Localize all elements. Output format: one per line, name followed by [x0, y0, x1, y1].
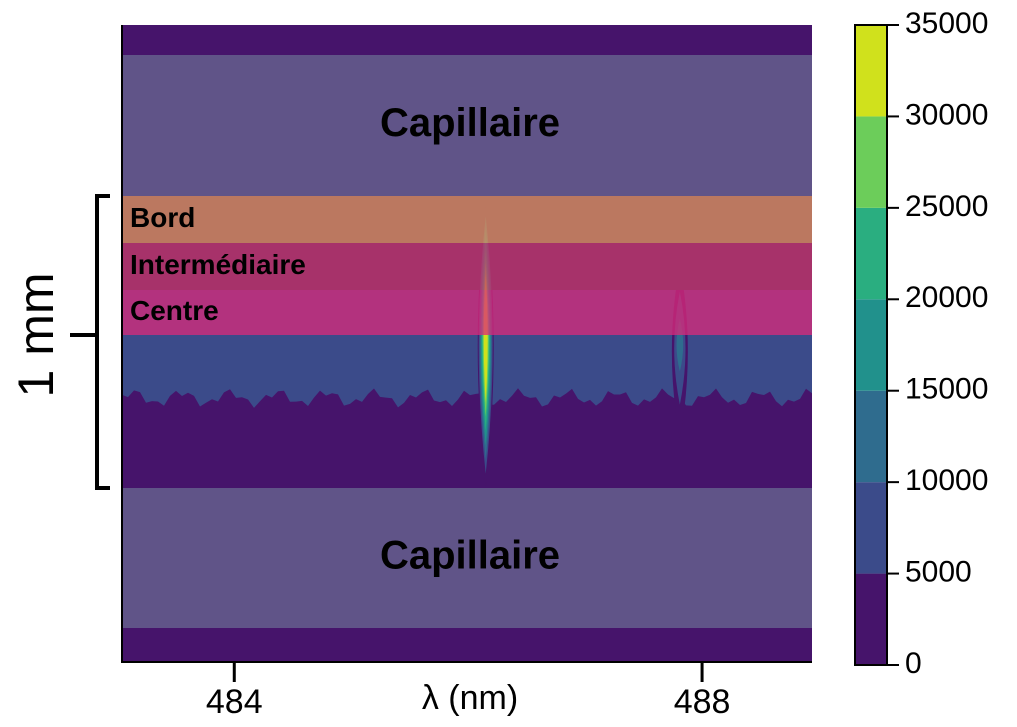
colorbar-bin: [855, 207, 887, 300]
colorbar-tick-label: 0: [905, 647, 922, 680]
colorbar-bin: [855, 482, 887, 574]
region: [122, 55, 812, 196]
colorbar-tick-label: 15000: [905, 373, 988, 406]
colorbar-tick-label: 10000: [905, 464, 988, 497]
x-axis-label: λ (nm): [422, 679, 518, 717]
colorbar-tick-label: 5000: [905, 555, 972, 588]
region: [122, 243, 812, 290]
colorbar-tick-label: 20000: [905, 281, 988, 314]
region: [122, 488, 812, 628]
colorbar-tick-label: 30000: [905, 98, 988, 131]
colorbar-tick-label: 35000: [905, 7, 988, 40]
region: [122, 290, 812, 335]
x-tick-label: 484: [206, 683, 263, 721]
colorbar-bin: [855, 299, 887, 391]
colorbar-tick-label: 25000: [905, 190, 988, 223]
colorbar-bin: [855, 25, 887, 117]
region-label: Capillaire: [380, 101, 560, 145]
colorbar-bin: [855, 390, 887, 483]
colorbar-frame: [854, 24, 888, 666]
x-tick-label: 488: [674, 683, 731, 721]
axis-frame: [121, 25, 812, 663]
scale-label: 1 mm: [8, 273, 64, 398]
region-label: Centre: [130, 295, 219, 326]
region-label: Capillaire: [380, 534, 560, 578]
region-label: Bord: [130, 202, 195, 233]
colorbar-bin: [855, 116, 887, 208]
colorbar-bin: [855, 573, 887, 665]
region-label: Intermédiaire: [130, 249, 306, 280]
scale-bar: [70, 194, 110, 490]
region: [122, 196, 812, 243]
